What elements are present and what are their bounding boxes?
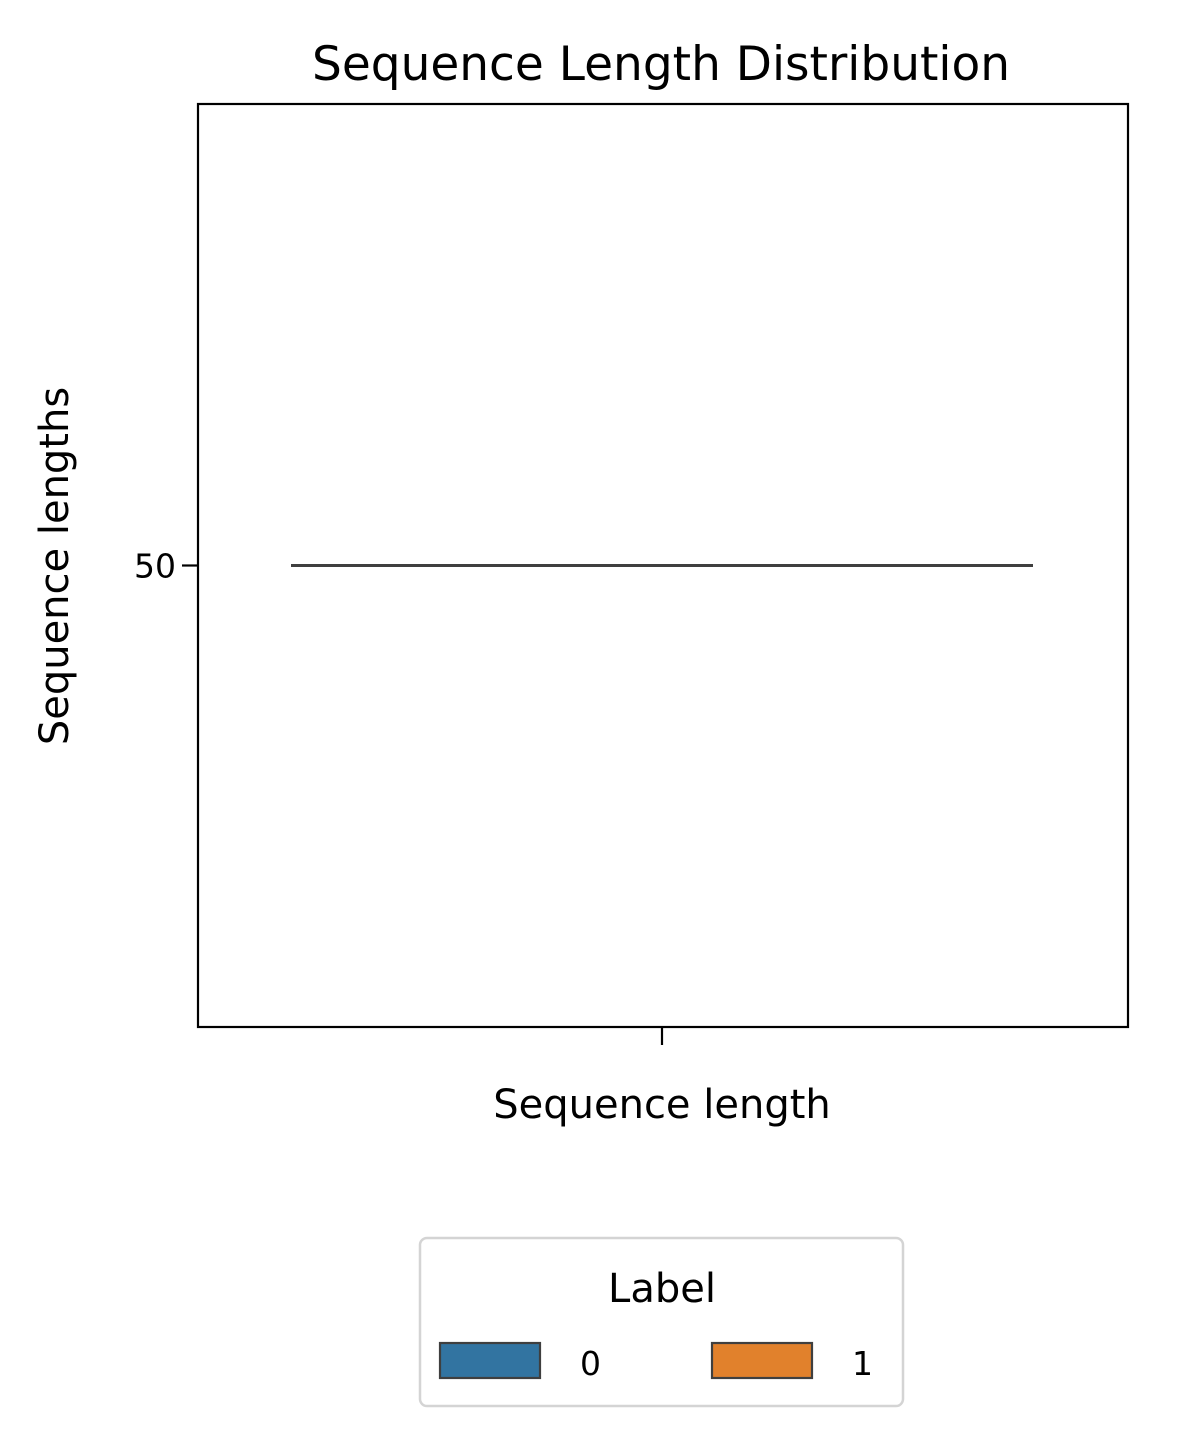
legend-label-1: 1: [852, 1344, 873, 1383]
legend-label-0: 0: [580, 1344, 601, 1383]
x-axis-label: Sequence length: [493, 1082, 831, 1128]
legend-swatch-0: [438, 1341, 542, 1380]
y-tick-label: 50: [134, 547, 176, 586]
legend-swatch-1: [710, 1341, 814, 1380]
y-axis-ticks: 50: [134, 547, 198, 586]
y-axis-label: Sequence lengths: [32, 387, 78, 745]
legend-title: Label: [608, 1266, 716, 1312]
legend-frame: [418, 1236, 905, 1408]
chart-title: Sequence Length Distribution: [312, 37, 1010, 92]
